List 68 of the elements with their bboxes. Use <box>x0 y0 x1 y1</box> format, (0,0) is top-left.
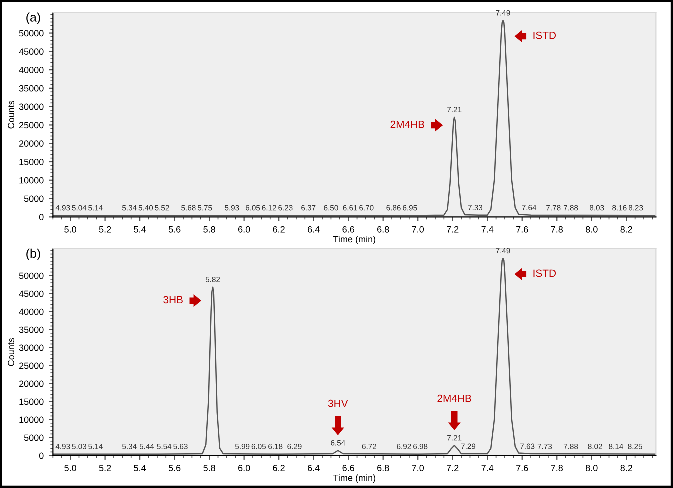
x-tick-label: 5.2 <box>99 226 112 233</box>
x-tick-label: 5.6 <box>168 226 181 233</box>
x-tick-label: 7.8 <box>551 226 564 233</box>
x-tick-label: 6.6 <box>342 226 354 233</box>
y-tick-label: 50000 <box>19 30 44 37</box>
x-tick-label: 5.4 <box>134 465 146 472</box>
y-tick-label: 35000 <box>19 85 44 92</box>
y-tick-label: 10000 <box>20 416 44 424</box>
x-tick-label: 7.4 <box>482 465 494 472</box>
annotation: ISTD <box>534 32 556 40</box>
y-tick-label: 30000 <box>19 344 44 352</box>
y-tick-label: 35000 <box>19 326 44 334</box>
x-tick-label: 6.2 <box>273 226 285 233</box>
y-tick-label: 50000 <box>19 272 44 280</box>
x-tick-label: 5.4 <box>134 226 146 233</box>
x-tick-label: 7.6 <box>516 465 528 472</box>
y-tick-label: 5000 <box>24 196 44 202</box>
x-tick-label: 6.8 <box>378 465 390 472</box>
x-axis-title: Time (min) <box>333 236 376 244</box>
annotation: 3HV <box>328 400 348 408</box>
x-tick-label: 7.2 <box>447 226 459 233</box>
y-tick-label: 25000 <box>19 122 44 129</box>
x-axis-title: Time (min) <box>333 474 376 484</box>
y-tick-label: 15000 <box>20 398 44 406</box>
y-tick-label: 20000 <box>19 140 44 147</box>
x-tick-label: 6.4 <box>308 226 320 233</box>
annotation: 3HB <box>164 296 183 304</box>
y-tick-label: 0 <box>39 214 44 221</box>
y-tick-label: 25000 <box>19 362 44 370</box>
x-tick-label: 7.8 <box>551 465 564 472</box>
x-tick-label: 7.0 <box>412 465 424 472</box>
x-tick-label: 5.2 <box>99 465 112 472</box>
x-tick-label: 5.8 <box>204 226 216 233</box>
x-tick-label: 8.0 <box>586 226 598 233</box>
annotation: ISTD <box>534 270 556 278</box>
x-tick-label: 5.0 <box>64 465 76 472</box>
x-tick-label: 8.2 <box>620 226 632 233</box>
chart-title: (b) <box>26 248 40 261</box>
x-tick-label: 6.0 <box>238 465 250 472</box>
x-tick-label: 6.8 <box>378 226 390 233</box>
y-tick-label: 40000 <box>19 308 44 316</box>
y-axis-title: Counts <box>8 100 14 129</box>
y-tick-label: 5000 <box>24 434 44 442</box>
y-tick-label: 45000 <box>19 48 44 56</box>
x-tick-label: 6.0 <box>238 226 250 233</box>
chart-title: (a) <box>26 12 40 24</box>
x-tick-label: 7.0 <box>412 226 424 233</box>
x-tick-label: 7.6 <box>516 226 528 233</box>
x-tick-label: 7.4 <box>482 226 494 233</box>
x-tick-label: 5.0 <box>64 226 76 233</box>
y-tick-label: 30000 <box>19 104 44 110</box>
y-tick-label: 20000 <box>19 380 44 388</box>
x-tick-label: 5.6 <box>168 465 181 472</box>
x-tick-label: 6.4 <box>308 465 320 472</box>
x-tick-label: 7.2 <box>447 465 459 472</box>
y-tick-label: 10000 <box>20 177 44 184</box>
y-tick-label: 40000 <box>19 67 44 74</box>
x-tick-label: 8.2 <box>620 465 632 472</box>
y-axis-title: Counts <box>8 338 14 366</box>
annotation: 2M4HB <box>438 394 472 402</box>
y-tick-label: 0 <box>39 452 44 460</box>
x-tick-label: 8.0 <box>586 465 598 472</box>
annotation: 2M4HB <box>390 120 424 128</box>
y-tick-label: 45000 <box>19 290 44 298</box>
x-tick-label: 6.2 <box>273 465 285 472</box>
x-tick-label: 5.8 <box>204 465 216 472</box>
x-tick-label: 6.6 <box>342 465 354 472</box>
y-tick-label: 15000 <box>20 158 44 166</box>
